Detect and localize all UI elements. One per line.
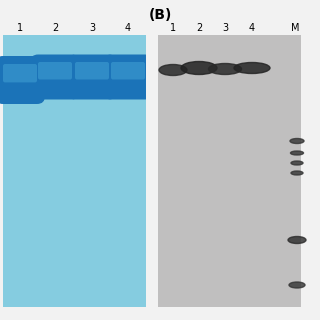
Ellipse shape (209, 63, 242, 75)
FancyBboxPatch shape (68, 54, 116, 100)
Ellipse shape (291, 151, 303, 155)
Ellipse shape (181, 61, 217, 75)
Bar (158, 35, 301, 307)
FancyBboxPatch shape (3, 64, 37, 82)
FancyBboxPatch shape (111, 62, 145, 79)
FancyBboxPatch shape (38, 62, 72, 79)
Bar (3, 35, 146, 307)
Ellipse shape (288, 236, 306, 244)
Ellipse shape (290, 139, 304, 143)
FancyBboxPatch shape (75, 62, 109, 79)
Ellipse shape (234, 62, 270, 74)
Text: 2: 2 (52, 23, 58, 33)
Text: 3: 3 (222, 23, 228, 33)
Ellipse shape (289, 282, 305, 288)
Bar (146, 35, 158, 307)
FancyBboxPatch shape (30, 54, 79, 100)
Ellipse shape (291, 161, 303, 165)
FancyBboxPatch shape (103, 54, 153, 100)
Text: 1: 1 (170, 23, 176, 33)
Text: 4: 4 (249, 23, 255, 33)
FancyBboxPatch shape (0, 56, 45, 104)
Text: 3: 3 (89, 23, 95, 33)
Text: M: M (291, 23, 299, 33)
Text: 4: 4 (125, 23, 131, 33)
Text: (B): (B) (148, 8, 172, 22)
Text: 1: 1 (17, 23, 23, 33)
Ellipse shape (159, 65, 187, 76)
Text: 2: 2 (196, 23, 202, 33)
Ellipse shape (291, 171, 303, 175)
